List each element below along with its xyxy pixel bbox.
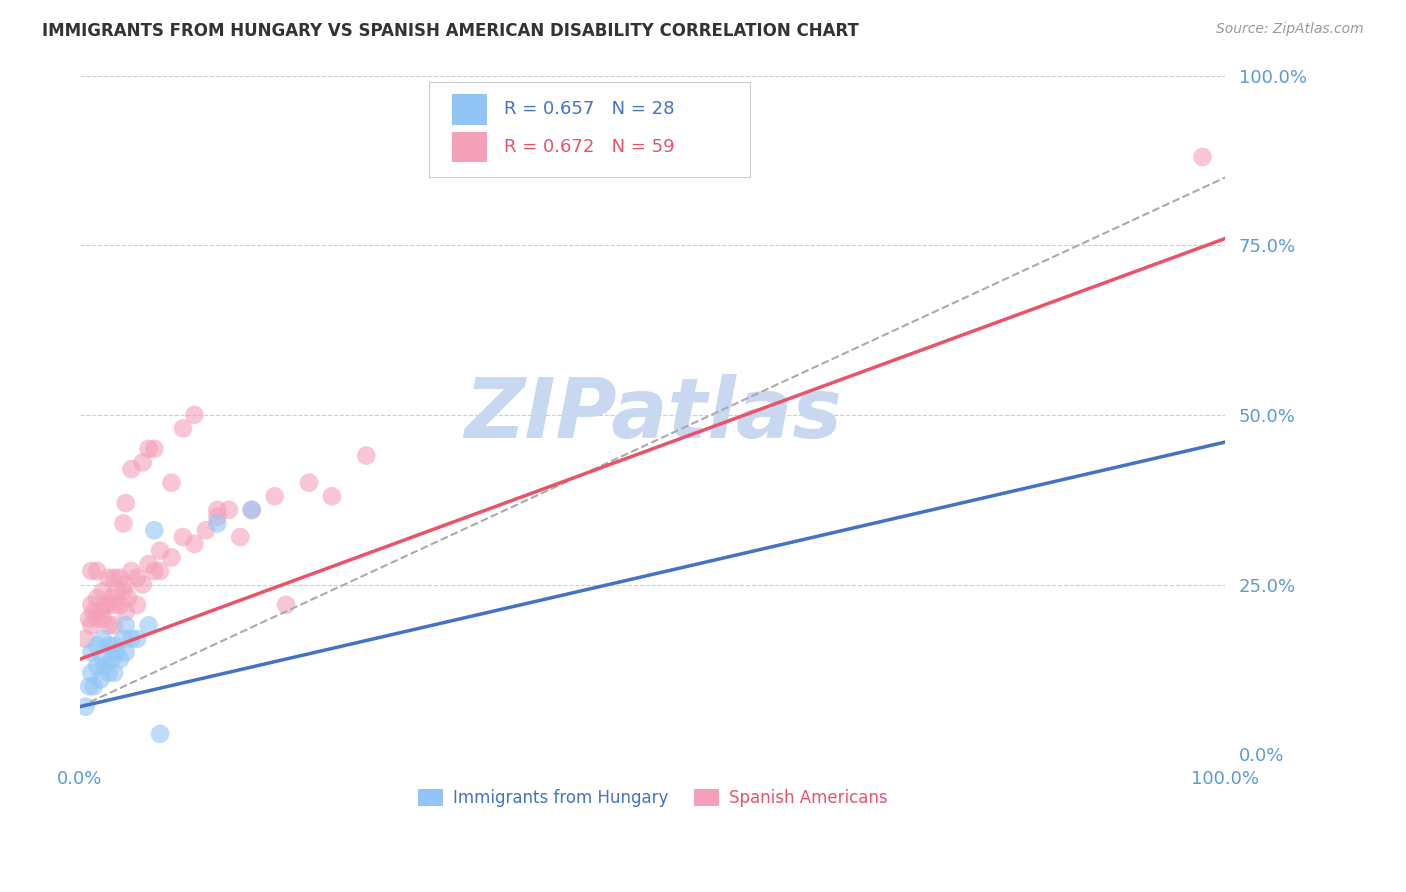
Text: ZIPatlas: ZIPatlas: [464, 375, 842, 455]
Point: [207, 503, 229, 517]
Text: IMMIGRANTS FROM HUNGARY VS SPANISH AMERICAN DISABILITY CORRELATION CHART: IMMIGRANTS FROM HUNGARY VS SPANISH AMERI…: [42, 22, 859, 40]
Point: [183, 408, 205, 422]
Point: [83, 605, 105, 619]
Point: [354, 449, 377, 463]
Point: [127, 632, 149, 646]
Point: [172, 530, 194, 544]
Legend: Immigrants from Hungary, Spanish Americans: Immigrants from Hungary, Spanish America…: [412, 782, 894, 814]
Point: [240, 503, 263, 517]
Point: [240, 503, 263, 517]
Point: [143, 442, 166, 456]
Point: [80, 665, 103, 680]
Point: [143, 523, 166, 537]
FancyBboxPatch shape: [429, 82, 749, 178]
FancyBboxPatch shape: [453, 131, 486, 162]
Point: [89, 605, 111, 619]
Point: [103, 665, 125, 680]
Point: [207, 516, 229, 531]
Point: [298, 475, 321, 490]
Text: R = 0.657   N = 28: R = 0.657 N = 28: [503, 101, 675, 119]
Point: [97, 639, 120, 653]
Point: [1191, 150, 1213, 164]
Point: [120, 564, 142, 578]
Point: [321, 489, 343, 503]
Point: [127, 598, 149, 612]
Point: [127, 571, 149, 585]
Point: [114, 618, 136, 632]
Point: [89, 673, 111, 687]
Point: [138, 618, 160, 632]
Point: [263, 489, 285, 503]
Point: [91, 584, 114, 599]
Point: [117, 591, 139, 606]
Point: [97, 618, 120, 632]
Point: [149, 564, 172, 578]
Point: [183, 537, 205, 551]
Point: [101, 591, 124, 606]
Point: [274, 598, 297, 612]
Point: [229, 530, 252, 544]
Point: [103, 598, 125, 612]
FancyBboxPatch shape: [453, 95, 486, 125]
Point: [112, 584, 135, 599]
Point: [138, 557, 160, 571]
Point: [86, 659, 108, 673]
Point: [75, 699, 97, 714]
Point: [160, 475, 183, 490]
Point: [132, 455, 155, 469]
Point: [86, 591, 108, 606]
Point: [80, 645, 103, 659]
Point: [91, 632, 114, 646]
Point: [112, 632, 135, 646]
Point: [149, 543, 172, 558]
Point: [108, 598, 131, 612]
Point: [108, 571, 131, 585]
Point: [114, 605, 136, 619]
Point: [77, 679, 100, 693]
Point: [97, 598, 120, 612]
Point: [114, 645, 136, 659]
Point: [83, 679, 105, 693]
Point: [120, 462, 142, 476]
Point: [112, 516, 135, 531]
Point: [86, 611, 108, 625]
Point: [94, 598, 117, 612]
Point: [218, 503, 240, 517]
Point: [103, 571, 125, 585]
Point: [172, 421, 194, 435]
Point: [143, 564, 166, 578]
Point: [105, 584, 128, 599]
Y-axis label: Disability: Disability: [0, 376, 8, 453]
Point: [75, 632, 97, 646]
Point: [114, 496, 136, 510]
Point: [77, 611, 100, 625]
Point: [101, 652, 124, 666]
Point: [103, 618, 125, 632]
Point: [194, 523, 217, 537]
Point: [86, 639, 108, 653]
Point: [149, 727, 172, 741]
Point: [97, 571, 120, 585]
Point: [108, 652, 131, 666]
Point: [91, 611, 114, 625]
Point: [80, 618, 103, 632]
Text: Source: ZipAtlas.com: Source: ZipAtlas.com: [1216, 22, 1364, 37]
Point: [91, 652, 114, 666]
Point: [86, 564, 108, 578]
Point: [207, 509, 229, 524]
Point: [80, 564, 103, 578]
Point: [160, 550, 183, 565]
Text: R = 0.672   N = 59: R = 0.672 N = 59: [503, 137, 675, 156]
Point: [120, 632, 142, 646]
Point: [80, 598, 103, 612]
Point: [103, 639, 125, 653]
Point: [114, 577, 136, 591]
Point: [132, 577, 155, 591]
Point: [105, 645, 128, 659]
Point: [138, 442, 160, 456]
Point: [97, 665, 120, 680]
Point: [94, 659, 117, 673]
